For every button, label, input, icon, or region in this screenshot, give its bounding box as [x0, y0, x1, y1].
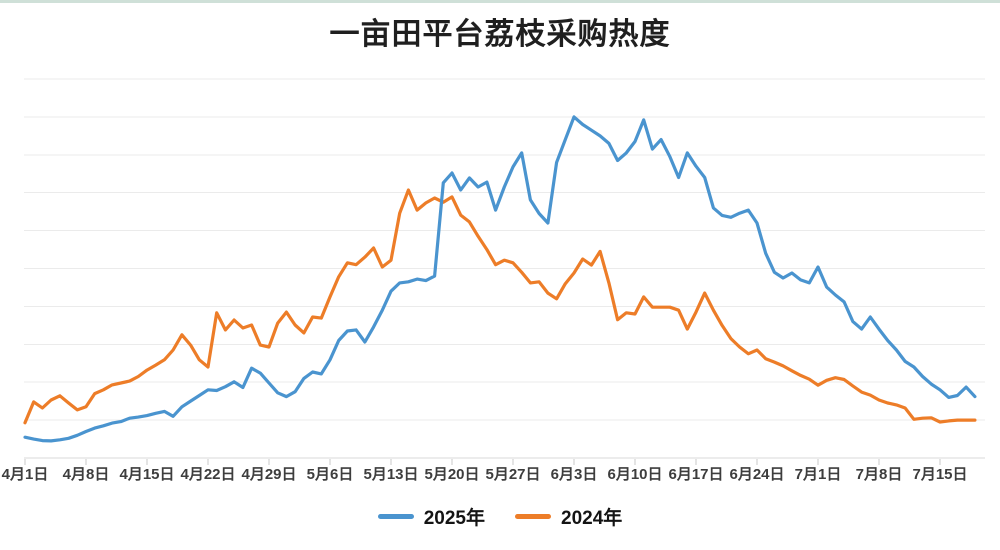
x-tick-label: 4月29日: [241, 466, 296, 483]
x-tick-label: 5月13日: [363, 466, 418, 483]
x-tick-label: 5月6日: [307, 466, 354, 483]
x-tick-label: 7月15日: [912, 466, 967, 483]
x-tick-label: 5月20日: [424, 466, 479, 483]
x-tick-label: 7月1日: [795, 466, 842, 483]
legend-line-swatch-2025-icon: [377, 514, 414, 519]
series-line-2025: [23, 115, 977, 443]
x-tick-label: 6月24日: [729, 466, 784, 483]
chart-legend: 2025年 2024年: [0, 503, 1000, 530]
x-tick-label: 5月27日: [485, 466, 540, 483]
chart-title: 一亩田平台荔枝采购热度: [329, 18, 671, 51]
x-tick-label: 7月8日: [856, 466, 903, 483]
x-tick-label: 6月3日: [551, 466, 598, 483]
x-tick-label: 4月8日: [63, 466, 110, 483]
x-tick-label: 4月1日: [2, 466, 49, 483]
x-tick-label: 4月15日: [119, 466, 174, 483]
series-line-2024: [23, 188, 977, 425]
x-tick-label: 6月10日: [607, 466, 662, 483]
legend-label-2025: 2025年: [423, 508, 485, 529]
x-tick-label: 4月22日: [180, 466, 235, 483]
x-tick-label: 6月17日: [668, 466, 723, 483]
legend-item-2025: 2025年: [377, 503, 485, 530]
legend-item-2024: 2024年: [515, 503, 622, 530]
legend-line-swatch-2024-icon: [515, 514, 551, 519]
legend-label-2024: 2024年: [561, 508, 623, 529]
top-accent-bar: [0, 0, 1000, 3]
